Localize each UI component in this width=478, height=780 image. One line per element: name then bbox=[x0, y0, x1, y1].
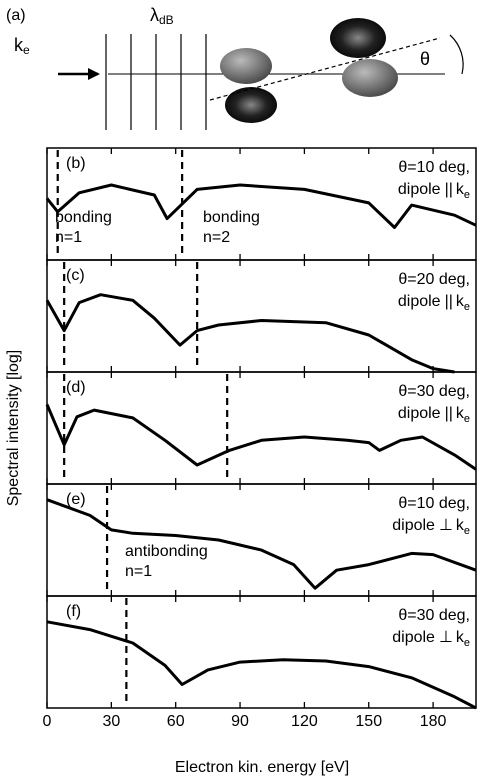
spectrum-curve bbox=[46, 498, 477, 590]
dipole-label: dipole ⊥ ke bbox=[392, 517, 470, 537]
y-axis-label: Spectral intensity [log] bbox=[5, 350, 22, 507]
x-tick-label: 90 bbox=[231, 713, 249, 730]
panel-label: (c) bbox=[66, 267, 85, 284]
orbital-lobe bbox=[225, 87, 277, 123]
dipole: dipole bbox=[392, 517, 435, 534]
wavelength: λdB bbox=[150, 5, 174, 27]
region-label: bonding bbox=[55, 209, 112, 226]
dipole: dipole bbox=[398, 405, 441, 422]
k-sub: e bbox=[464, 525, 470, 537]
dipole: dipole bbox=[398, 293, 441, 310]
panel-label: (f) bbox=[66, 603, 81, 620]
dipole-symbol: ⊥ bbox=[439, 517, 453, 534]
x-tick-label: 60 bbox=[167, 713, 185, 730]
region-label: antibonding bbox=[125, 543, 208, 560]
region-label: bonding bbox=[203, 209, 260, 226]
k: k bbox=[14, 35, 24, 55]
angle-label: θ=10 deg, bbox=[398, 159, 470, 176]
panel-frame bbox=[46, 595, 477, 709]
panel-label: (d) bbox=[66, 379, 86, 396]
orbital-lobe bbox=[330, 18, 386, 58]
x-tick-label: 180 bbox=[420, 713, 447, 730]
dipole: dipole bbox=[392, 629, 435, 646]
dipole-symbol: || bbox=[445, 293, 453, 310]
panel-label: (b) bbox=[66, 155, 86, 172]
dipole-label: dipole || ke bbox=[398, 293, 470, 313]
wave-vector: ke bbox=[14, 35, 30, 57]
angle-label: θ=10 deg, bbox=[398, 495, 470, 512]
region-label: n=1 bbox=[125, 563, 152, 580]
k: k bbox=[456, 293, 465, 310]
k-sub: e bbox=[464, 637, 470, 649]
k: k bbox=[456, 181, 465, 198]
region-label: n=2 bbox=[203, 229, 230, 246]
spectrum-curve bbox=[45, 293, 455, 374]
lambda-sub: dB bbox=[159, 13, 174, 27]
k-sub: e bbox=[464, 301, 470, 313]
angle-label: θ=30 deg, bbox=[398, 383, 470, 400]
dipole-symbol: || bbox=[445, 181, 453, 198]
k: k bbox=[456, 517, 465, 534]
dipole-symbol: ⊥ bbox=[439, 629, 453, 646]
x-tick-label: 120 bbox=[291, 713, 318, 730]
wavefronts bbox=[105, 34, 207, 130]
schematic-label: (a) bbox=[6, 7, 26, 24]
k: k bbox=[456, 405, 465, 422]
molecule-axis bbox=[209, 37, 441, 101]
x-axis-label: Electron kin. energy [eV] bbox=[175, 759, 349, 776]
x-tick-label: 0 bbox=[43, 713, 52, 730]
angle-label: θ=30 deg, bbox=[398, 607, 470, 624]
schematic: (a) ke λdB θ bbox=[6, 5, 464, 130]
dipole-symbol: || bbox=[445, 405, 453, 422]
spectrum-curve bbox=[45, 183, 477, 229]
k-sub: e bbox=[23, 43, 30, 57]
orbital-lobe bbox=[220, 48, 272, 84]
spectrum-curve bbox=[45, 403, 477, 471]
dipole-label: dipole || ke bbox=[398, 405, 470, 425]
x-tick-label: 30 bbox=[102, 713, 120, 730]
angle-label: θ=20 deg, bbox=[398, 271, 470, 288]
lambda: λ bbox=[150, 5, 159, 25]
panel-label: (e) bbox=[66, 491, 86, 508]
dipole-label: dipole ⊥ ke bbox=[392, 629, 470, 649]
dipole: dipole bbox=[398, 181, 441, 198]
dipole-label: dipole || ke bbox=[398, 181, 470, 201]
k: k bbox=[456, 629, 465, 646]
x-tick-label: 150 bbox=[355, 713, 382, 730]
region-label: n=1 bbox=[55, 229, 82, 246]
arrow-head bbox=[88, 68, 100, 80]
k-sub: e bbox=[464, 413, 470, 425]
k-sub: e bbox=[464, 189, 470, 201]
orbital-lobe bbox=[342, 59, 398, 97]
theta: θ bbox=[420, 49, 430, 69]
spectrum-curve bbox=[46, 620, 477, 710]
angle-arc bbox=[449, 34, 464, 75]
